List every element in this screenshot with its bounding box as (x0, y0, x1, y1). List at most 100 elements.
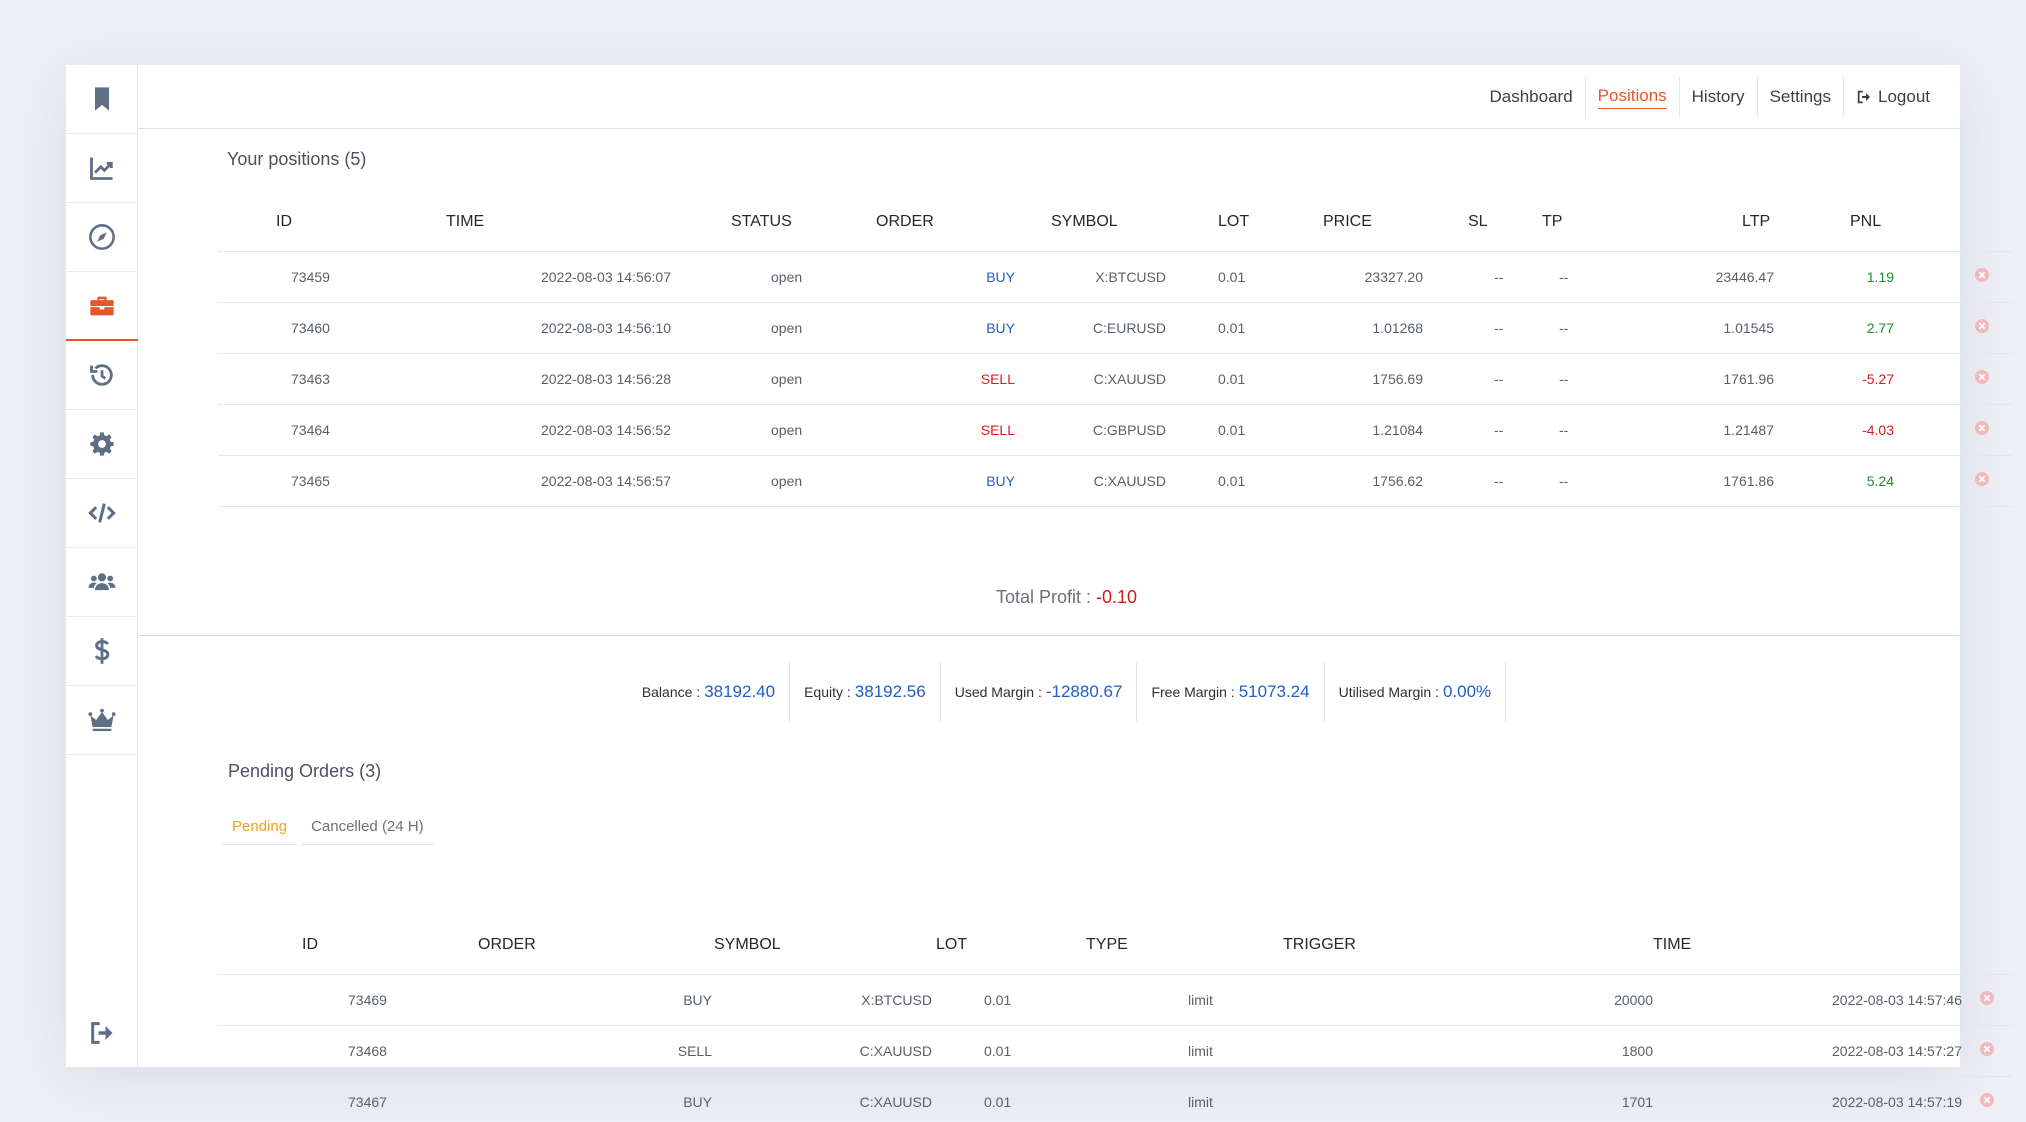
cell-tp: -- (1542, 455, 1618, 507)
close-position-icon[interactable] (1974, 471, 1990, 487)
cell-lot: 0.01 (1218, 251, 1323, 303)
cell-pnl: -5.27 (1802, 353, 1952, 405)
tab-pending[interactable]: Pending (222, 809, 298, 845)
dollar-icon (94, 638, 110, 664)
compass-icon (89, 224, 115, 250)
sidebar-item-history[interactable] (66, 341, 138, 410)
close-position-icon[interactable] (1974, 267, 1990, 283)
section-divider (138, 635, 1960, 636)
pcol-id: ID (302, 935, 318, 953)
sidebar-item-explore[interactable] (66, 203, 138, 272)
briefcase-icon (90, 296, 114, 315)
table-row: 73465 2022-08-03 14:56:57 open BUY C:XAU… (218, 455, 2012, 507)
table-row: 73469 BUY X:BTCUSD 0.01 limit 20000 2022… (218, 974, 2012, 1026)
col-ltp: LTP (1742, 212, 1771, 230)
cell-time: 2022-08-03 14:57:27 (1653, 1025, 1962, 1077)
cell-lot: 0.01 (1218, 404, 1323, 456)
cancel-order-icon[interactable] (1979, 1092, 1995, 1108)
cell-id: 73467 (302, 1076, 478, 1122)
cell-order: BUY (876, 251, 1051, 303)
table-row: 73468 SELL C:XAUUSD 0.01 limit 1800 2022… (218, 1025, 2012, 1077)
cell-price: 23327.20 (1323, 251, 1468, 303)
cell-pnl: 2.77 (1802, 302, 1952, 354)
cell-id: 73459 (276, 251, 446, 303)
cell-price: 1756.69 (1323, 353, 1468, 405)
stat-used-margin-label: Used Margin : (954, 684, 1042, 700)
cell-symbol: X:BTCUSD (714, 974, 936, 1026)
cell-ltp: 23446.47 (1618, 251, 1802, 303)
sidebar-item-users[interactable] (66, 548, 138, 617)
cell-type: limit (1086, 974, 1283, 1026)
col-id: ID (276, 212, 292, 230)
table-row: 73467 BUY C:XAUUSD 0.01 limit 1701 2022-… (218, 1076, 2012, 1122)
cell-symbol: C:XAUUSD (1051, 455, 1218, 507)
stat-equity-value: 38192.56 (854, 682, 926, 701)
cell-trigger: 1701 (1283, 1076, 1653, 1122)
close-position-icon[interactable] (1974, 318, 1990, 334)
nav-logout-label: Logout (1878, 87, 1930, 106)
nav-dashboard[interactable]: Dashboard (1478, 77, 1585, 117)
cell-sl: -- (1468, 455, 1542, 507)
main-content: Your positions (5) ID TIME STATUS ORDER … (138, 129, 2012, 1122)
cell-id: 73468 (302, 1025, 478, 1077)
pending-tabs: Pending Cancelled (24 H) (222, 809, 438, 845)
col-time: TIME (446, 212, 485, 230)
col-symbol: SYMBOL (1051, 212, 1118, 230)
cell-order: BUY (478, 974, 714, 1026)
positions-table: ID TIME STATUS ORDER SYMBOL LOT PRICE SL… (218, 193, 2012, 507)
stat-balance: Balance : 38192.40 (641, 662, 791, 722)
stat-utilised-margin: Utilised Margin : 0.00% (1325, 662, 1507, 722)
bookmark-icon (95, 87, 109, 111)
cell-trigger: 20000 (1283, 974, 1653, 1026)
cell-order: BUY (876, 455, 1051, 507)
cell-lot: 0.01 (936, 1076, 1086, 1122)
nav-positions-label: Positions (1597, 86, 1667, 109)
close-position-icon[interactable] (1974, 369, 1990, 385)
nav-history[interactable]: History (1678, 77, 1757, 117)
cell-pnl: -4.03 (1802, 404, 1952, 456)
sidebar-item-bookmark[interactable] (66, 65, 138, 134)
cell-pnl: 1.19 (1802, 251, 1952, 303)
col-status: STATUS (731, 212, 792, 230)
app-window: Dashboard Positions History Settings Log… (66, 65, 2012, 1122)
sidebar-item-settings[interactable] (66, 410, 138, 479)
sidebar-item-api[interactable] (66, 479, 138, 548)
cell-type: limit (1086, 1076, 1283, 1122)
stat-equity-label: Equity : (804, 684, 851, 700)
nav-positions[interactable]: Positions (1584, 77, 1679, 117)
stat-free-margin-value: 51073.24 (1238, 682, 1310, 701)
close-position-icon[interactable] (1974, 420, 1990, 436)
cell-ltp: 1.01545 (1618, 302, 1802, 354)
total-profit-label: Total Profit : (995, 587, 1096, 607)
sign-out-icon (91, 1022, 113, 1044)
sidebar-item-chart[interactable] (66, 134, 138, 203)
cancel-order-icon[interactable] (1979, 1041, 1995, 1057)
stat-free-margin: Free Margin : 51073.24 (1137, 662, 1325, 722)
cancel-order-icon[interactable] (1979, 990, 1995, 1006)
pending-header-row: ID ORDER SYMBOL LOT TYPE TRIGGER TIME (218, 916, 2012, 974)
sidebar (66, 65, 138, 1067)
nav-settings[interactable]: Settings (1756, 77, 1843, 117)
pcol-trigger: TRIGGER (1283, 935, 1356, 953)
cell-order: SELL (876, 353, 1051, 405)
cell-time: 2022-08-03 14:56:10 (446, 302, 731, 354)
nav-logout[interactable]: Logout (1843, 77, 1942, 117)
sidebar-item-positions[interactable] (66, 272, 138, 341)
top-navigation: Dashboard Positions History Settings Log… (138, 65, 1960, 129)
table-row: 73459 2022-08-03 14:56:07 open BUY X:BTC… (218, 251, 2012, 303)
sidebar-item-premium[interactable] (66, 686, 138, 755)
sidebar-logout[interactable] (66, 1011, 138, 1055)
cell-status: open (731, 455, 876, 507)
stat-utilised-margin-value: 0.00% (1442, 682, 1492, 701)
tab-cancelled[interactable]: Cancelled (24 H) (301, 809, 434, 845)
stat-balance-label: Balance : (641, 684, 701, 700)
pending-table: ID ORDER SYMBOL LOT TYPE TRIGGER TIME 73… (218, 916, 2012, 1122)
table-row: 73463 2022-08-03 14:56:28 open SELL C:XA… (218, 353, 2012, 405)
stat-equity: Equity : 38192.56 (790, 662, 941, 722)
sidebar-item-funds[interactable] (66, 617, 138, 686)
sign-out-icon (1857, 90, 1870, 104)
col-lot: LOT (1218, 212, 1250, 230)
cell-lot: 0.01 (1218, 302, 1323, 354)
account-stats: Balance : 38192.40 Equity : 38192.56 Use… (138, 662, 1960, 722)
cell-order: BUY (876, 302, 1051, 354)
